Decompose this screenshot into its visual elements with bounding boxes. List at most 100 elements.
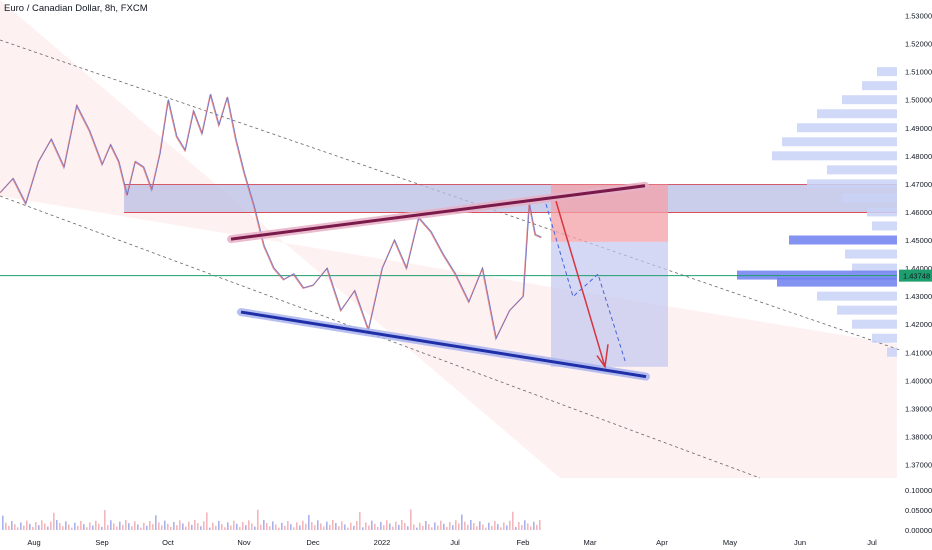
volume-bar: [44, 523, 46, 530]
y-tick-label: 1.47000: [905, 180, 932, 189]
volume-bar: [512, 511, 514, 530]
volume-bar: [305, 523, 307, 530]
volume-bar: [197, 523, 199, 530]
volume-tick-label: 0.00000: [905, 526, 932, 535]
volume-bar: [260, 524, 262, 530]
volume-bar: [458, 523, 460, 530]
y-tick-label: 1.43000: [905, 292, 932, 301]
volume-bar: [428, 524, 430, 530]
x-tick-label: Feb: [517, 538, 530, 547]
volume-bar: [377, 526, 379, 530]
volume-bar: [311, 522, 313, 530]
volume-profile-bar: [772, 151, 897, 161]
y-tick-label: 1.44000: [905, 264, 932, 273]
volume-bar: [212, 522, 214, 530]
volume-bar: [17, 527, 19, 530]
volume-bar: [335, 523, 337, 530]
volume-bar: [383, 525, 385, 530]
x-tick-label: Aug: [27, 538, 40, 547]
volume-bar: [242, 522, 244, 530]
volume-bar: [155, 515, 157, 530]
volume-profile-bar: [797, 123, 897, 133]
volume-bar: [533, 521, 535, 530]
volume-bar: [113, 523, 115, 530]
volume-bar: [332, 519, 334, 530]
volume-bar: [473, 523, 475, 530]
volume-bar: [116, 526, 118, 530]
volume-bar: [56, 519, 58, 530]
x-tick-label: Jun: [794, 538, 806, 547]
volume-bar: [59, 523, 61, 530]
volume-bar: [194, 519, 196, 530]
alt-path: [545, 203, 627, 365]
x-tick-label: Mar: [584, 538, 597, 547]
volume-profile-bar: [872, 221, 897, 231]
volume-bar: [518, 522, 520, 530]
volume-bar: [167, 523, 169, 530]
volume-bar: [419, 522, 421, 530]
volume-bar: [353, 525, 355, 530]
volume-bar: [392, 526, 394, 530]
volume-tick-label: 0.05000: [905, 506, 932, 515]
volume-bar: [482, 524, 484, 530]
volume-bar: [371, 520, 373, 530]
volume-bar: [35, 522, 37, 530]
volume-bar: [299, 525, 301, 530]
volume-bar: [230, 525, 232, 530]
volume-profile-bar: [789, 235, 897, 245]
volume-bar: [317, 520, 319, 530]
volume-bar: [320, 523, 322, 530]
volume-profile-bar: [807, 179, 897, 189]
volume-bar: [500, 527, 502, 530]
volume-bar: [104, 510, 106, 530]
x-tick-label: Oct: [162, 538, 175, 547]
volume-bar: [41, 520, 43, 530]
volume-bar: [134, 521, 136, 530]
y-tick-label: 1.48000: [905, 152, 932, 161]
volume-bar: [470, 519, 472, 530]
volume-bar: [440, 520, 442, 530]
volume-bar: [236, 523, 238, 530]
volume-bar: [308, 514, 310, 530]
y-tick-label: 1.40000: [905, 376, 932, 385]
y-tick-label: 1.39000: [905, 404, 932, 413]
volume-profile-bar: [852, 319, 897, 329]
volume-bar: [137, 524, 139, 530]
volume-bar: [536, 524, 538, 530]
volume-bar: [479, 521, 481, 530]
volume-bar: [449, 522, 451, 530]
volume-bar: [515, 526, 517, 530]
volume-bar: [476, 526, 478, 530]
volume-bar: [92, 525, 94, 530]
volume-bar: [20, 522, 22, 530]
volume-bar: [74, 522, 76, 530]
volume-bar: [329, 524, 331, 530]
x-tick-label: 2022: [374, 538, 391, 547]
volume-bar: [5, 522, 7, 530]
volume-bar: [206, 512, 208, 530]
volume-bar: [455, 520, 457, 530]
volume-bar: [98, 523, 100, 530]
x-tick-label: Apr: [656, 538, 668, 547]
volume-bar: [347, 527, 349, 530]
volume-bar: [521, 525, 523, 530]
volume-bar: [182, 523, 184, 530]
volume-bar: [374, 523, 376, 530]
y-tick-label: 1.38000: [905, 432, 932, 441]
volume-bar: [389, 523, 391, 530]
volume-bar: [80, 520, 82, 530]
volume-bar: [146, 525, 148, 530]
volume-bar: [239, 526, 241, 530]
volume-bar: [380, 522, 382, 530]
volume-bar: [143, 522, 145, 530]
projection-arrowhead: [596, 344, 609, 369]
volume-bar: [452, 525, 454, 530]
volume-bar: [350, 522, 352, 530]
volume-bar: [287, 520, 289, 530]
volume-bar: [530, 526, 532, 530]
volume-bar: [422, 525, 424, 530]
volume-profile-bar: [827, 165, 897, 175]
volume-bar: [224, 527, 226, 530]
volume-bar: [275, 524, 277, 530]
